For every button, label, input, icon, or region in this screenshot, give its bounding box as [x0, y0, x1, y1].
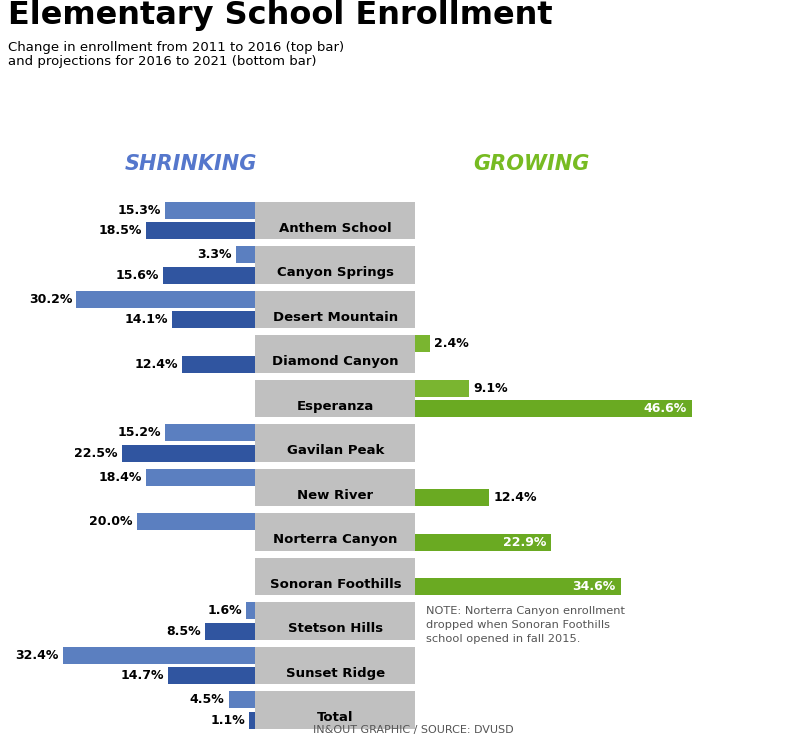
Bar: [172, 311, 255, 328]
Text: 34.6%: 34.6%: [573, 580, 616, 593]
Bar: [166, 424, 255, 441]
Text: 46.6%: 46.6%: [644, 402, 687, 415]
Bar: [415, 336, 430, 353]
Text: Gavilan Peak: Gavilan Peak: [286, 444, 384, 457]
Bar: [415, 579, 621, 595]
Bar: [415, 401, 692, 418]
Text: Sunset Ridge: Sunset Ridge: [286, 667, 385, 680]
Bar: [165, 202, 255, 219]
Text: New River: New River: [298, 488, 374, 502]
Bar: [229, 692, 255, 708]
Bar: [255, 424, 415, 462]
Text: IN&OUT GRAPHIC / SOURCE: DVUSD: IN&OUT GRAPHIC / SOURCE: DVUSD: [313, 724, 514, 735]
Text: 1.6%: 1.6%: [207, 605, 242, 617]
Text: Canyon Springs: Canyon Springs: [277, 266, 394, 279]
Bar: [255, 469, 415, 506]
Bar: [249, 712, 255, 729]
Bar: [182, 355, 255, 372]
Text: 22.9%: 22.9%: [503, 536, 546, 549]
Bar: [122, 445, 255, 462]
Text: NOTE: Norterra Canyon enrollment
dropped when Sonoran Foothills
school opened in: NOTE: Norterra Canyon enrollment dropped…: [426, 606, 625, 644]
Text: Esperanza: Esperanza: [297, 400, 374, 412]
Bar: [63, 647, 255, 664]
Text: 15.6%: 15.6%: [115, 269, 158, 282]
Text: 15.3%: 15.3%: [117, 204, 161, 217]
Bar: [76, 290, 255, 307]
Bar: [415, 534, 551, 551]
Text: 4.5%: 4.5%: [190, 693, 225, 706]
Text: Change in enrollment from 2011 to 2016 (top bar): Change in enrollment from 2011 to 2016 (…: [8, 41, 344, 54]
Text: 18.5%: 18.5%: [98, 224, 142, 237]
Bar: [168, 667, 255, 684]
Text: 9.1%: 9.1%: [474, 382, 508, 395]
Text: Desert Mountain: Desert Mountain: [273, 310, 398, 324]
Bar: [255, 290, 415, 328]
Text: 15.2%: 15.2%: [118, 426, 161, 439]
Bar: [255, 246, 415, 284]
Bar: [415, 489, 489, 506]
Bar: [163, 267, 255, 284]
Text: Stetson Hills: Stetson Hills: [288, 622, 383, 635]
Text: 14.7%: 14.7%: [121, 670, 164, 682]
Bar: [255, 514, 415, 551]
Bar: [205, 623, 255, 640]
Text: 3.3%: 3.3%: [198, 248, 232, 261]
Bar: [255, 647, 415, 684]
Text: 14.1%: 14.1%: [124, 313, 168, 326]
Bar: [255, 602, 415, 640]
Text: Sonoran Foothills: Sonoran Foothills: [270, 578, 402, 590]
Text: Anthem School: Anthem School: [279, 222, 392, 234]
Text: Norterra Canyon: Norterra Canyon: [274, 533, 398, 546]
Text: 22.5%: 22.5%: [74, 447, 118, 460]
Text: 32.4%: 32.4%: [16, 649, 59, 662]
Bar: [415, 380, 470, 397]
Bar: [255, 558, 415, 595]
Bar: [146, 469, 255, 486]
Text: 18.4%: 18.4%: [98, 471, 142, 484]
Text: 1.1%: 1.1%: [210, 714, 245, 726]
Bar: [255, 336, 415, 372]
Text: Elementary School Enrollment: Elementary School Enrollment: [8, 0, 553, 31]
Bar: [236, 246, 255, 263]
Bar: [255, 380, 415, 418]
Bar: [146, 222, 255, 239]
Bar: [255, 692, 415, 729]
Text: 20.0%: 20.0%: [89, 515, 133, 528]
Text: SHRINKING: SHRINKING: [125, 154, 257, 174]
Text: 2.4%: 2.4%: [434, 337, 469, 350]
Text: 12.4%: 12.4%: [494, 491, 537, 504]
Text: and projections for 2016 to 2021 (bottom bar): and projections for 2016 to 2021 (bottom…: [8, 55, 317, 69]
Bar: [255, 202, 415, 239]
Text: GROWING: GROWING: [474, 154, 590, 174]
Text: 8.5%: 8.5%: [166, 624, 201, 638]
Text: Total: Total: [318, 711, 354, 724]
Bar: [137, 514, 255, 531]
Text: 30.2%: 30.2%: [29, 293, 72, 306]
Bar: [246, 602, 255, 619]
Text: Diamond Canyon: Diamond Canyon: [272, 355, 398, 368]
Text: 12.4%: 12.4%: [134, 358, 178, 371]
